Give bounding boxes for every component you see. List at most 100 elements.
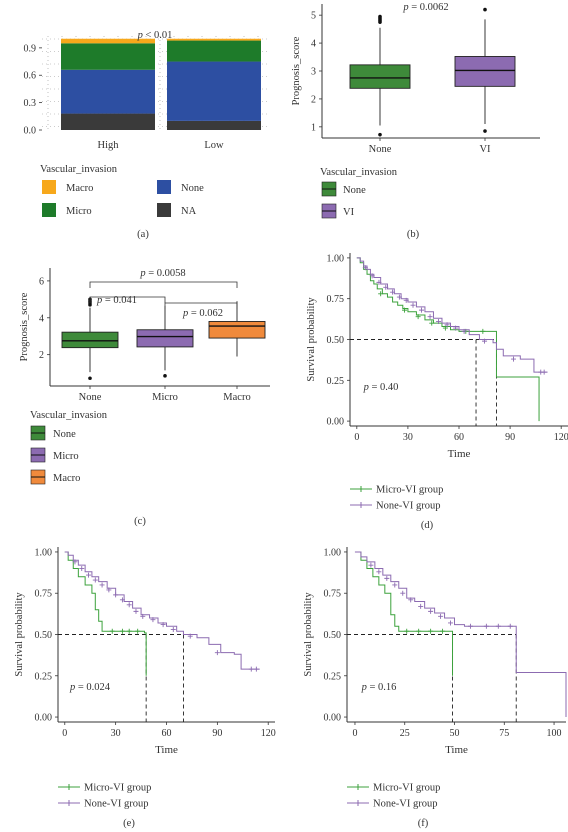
x-tick-label: VI	[479, 144, 491, 155]
y-axis-label: Survival probability	[303, 592, 314, 677]
x-axis-label: Time	[155, 744, 178, 756]
outlier-point	[163, 374, 167, 378]
panel-label-d: (d)	[421, 520, 434, 531]
y-tick-label: 0.3	[24, 98, 37, 109]
comparison-bracket	[89, 296, 166, 303]
y-tick-label: 0.00	[324, 713, 342, 724]
x-tick-label: 120	[261, 728, 276, 739]
p-value-label: p = 0.40	[363, 382, 399, 393]
censor-mark	[495, 623, 501, 629]
legend-swatch-none	[157, 180, 171, 194]
censor-mark	[248, 666, 254, 672]
y-axis-label: Prognosis_score	[291, 36, 302, 105]
panel-label-b: (b)	[407, 229, 420, 240]
censor-mark	[442, 325, 448, 331]
legend-label: None	[181, 183, 204, 194]
box-macro	[208, 321, 266, 339]
censor-mark	[402, 307, 407, 313]
y-tick-label: 5	[311, 11, 316, 22]
censor-mark	[428, 608, 434, 614]
p-value-label: p = 0.16	[361, 682, 397, 693]
x-tick-label: 50	[450, 728, 460, 739]
x-tick-label: 90	[212, 728, 222, 739]
censor-mark	[92, 577, 98, 583]
x-tick-label: 75	[499, 728, 509, 739]
p-value-label: p = 0.024	[69, 682, 111, 693]
box-none	[349, 64, 411, 89]
censor-mark	[214, 650, 220, 656]
censor-mark	[461, 328, 467, 334]
y-tick-label: 1.00	[35, 547, 53, 558]
legend-label: None-VI group	[84, 799, 148, 810]
censor-mark	[126, 628, 132, 634]
censor-mark	[109, 628, 115, 634]
legend-label: None-VI group	[373, 799, 437, 810]
x-tick-label: 0	[62, 728, 67, 739]
y-tick-label: 0.75	[324, 589, 342, 600]
y-tick-label: 0.25	[35, 671, 53, 682]
censor-mark	[119, 597, 125, 603]
comparison-p-label: p = 0.041	[96, 295, 137, 306]
legend-label: VI	[343, 207, 355, 218]
legend-swatch-na	[157, 203, 171, 217]
y-tick-label: 0.75	[35, 589, 53, 600]
y-tick-label: 1	[311, 122, 316, 133]
censor-mark	[390, 289, 396, 295]
bar-segment-macro	[167, 38, 261, 41]
censor-mark	[113, 592, 119, 598]
censor-mark	[436, 319, 442, 325]
x-tick-label: Macro	[223, 392, 250, 403]
survival-curve-micro-vi	[354, 551, 454, 676]
bar-segment-na	[167, 120, 261, 130]
outlier-point	[88, 376, 92, 381]
y-tick-label: 1.00	[324, 547, 342, 558]
y-tick-label: 0.00	[35, 713, 53, 724]
censor-mark	[427, 314, 433, 320]
x-tick-label: None	[369, 144, 392, 155]
y-tick-label: 0.9	[24, 43, 37, 54]
legend-title: Vascular_invasion	[320, 167, 398, 178]
legend-label: Micro	[66, 206, 92, 217]
x-tick-label: Micro	[152, 392, 178, 403]
censor-mark	[403, 297, 409, 303]
box-vi	[454, 56, 516, 87]
legend-label: Micro-VI group	[373, 783, 440, 794]
censor-mark	[140, 613, 146, 619]
censor-mark	[541, 369, 547, 375]
legend-label: None	[53, 429, 76, 440]
censor-mark	[384, 575, 390, 581]
y-tick-label: 0.50	[324, 630, 342, 641]
censor-mark	[467, 623, 473, 629]
y-tick-label: 1.00	[327, 253, 345, 264]
legend-swatch-micro	[42, 203, 56, 217]
panel-label-f: (f)	[418, 818, 429, 829]
censor-mark	[416, 628, 422, 634]
bar-segment-macro	[61, 38, 155, 44]
censor-mark	[126, 602, 132, 608]
legend-title: Vascular_invasion	[40, 164, 118, 175]
censor-mark	[253, 666, 259, 672]
censor-mark	[400, 590, 406, 596]
y-tick-label: 0.25	[324, 671, 342, 682]
legend-label: Micro	[53, 451, 79, 462]
bar-segment-none	[167, 61, 261, 121]
censor-mark	[448, 620, 454, 626]
legend-label: Micro-VI group	[84, 783, 151, 794]
survival-curve-none-vi	[354, 551, 567, 718]
censor-mark	[438, 613, 444, 619]
panel-label-a: (a)	[137, 229, 149, 240]
censor-mark	[392, 582, 398, 588]
y-tick-label: 0.75	[327, 294, 345, 305]
legend-label: Macro	[53, 473, 80, 484]
censor-mark	[106, 587, 112, 593]
survival-curve-micro-vi	[64, 551, 147, 676]
y-tick-label: 3	[311, 67, 316, 78]
bar-segment-micro	[61, 43, 155, 70]
y-tick-label: 4	[39, 313, 44, 324]
outlier-point	[483, 7, 487, 12]
x-tick-label: 90	[505, 432, 515, 443]
y-tick-label: 2	[39, 350, 44, 361]
censor-mark	[383, 284, 389, 290]
x-tick-label: 100	[547, 728, 562, 739]
bar-segment-na	[61, 113, 155, 130]
